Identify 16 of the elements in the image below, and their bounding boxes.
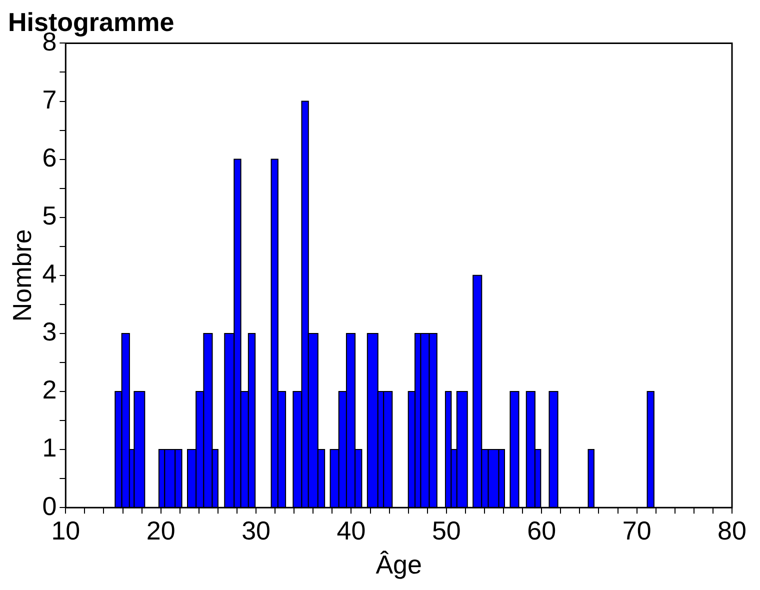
x-tick-label: 60 (527, 515, 556, 546)
x-axis-title: Âge (376, 550, 422, 580)
x-tick-label: 30 (242, 515, 271, 546)
y-axis-title: Nombre (6, 229, 37, 322)
y-tick-label: 3 (42, 316, 57, 347)
x-tick-label: 70 (622, 515, 652, 546)
y-tick-label: 6 (42, 142, 57, 172)
y-tick-label: 5 (42, 200, 57, 231)
y-tick-label: 7 (42, 84, 57, 114)
y-tick-label: 4 (42, 258, 57, 289)
x-tick-label: 40 (336, 515, 366, 546)
x-tick-label: 20 (146, 515, 176, 546)
y-tick-label: 1 (42, 432, 57, 463)
y-tick-label: 2 (42, 374, 57, 405)
x-tick-label: 80 (718, 515, 746, 546)
x-tick-label: 50 (432, 515, 461, 546)
